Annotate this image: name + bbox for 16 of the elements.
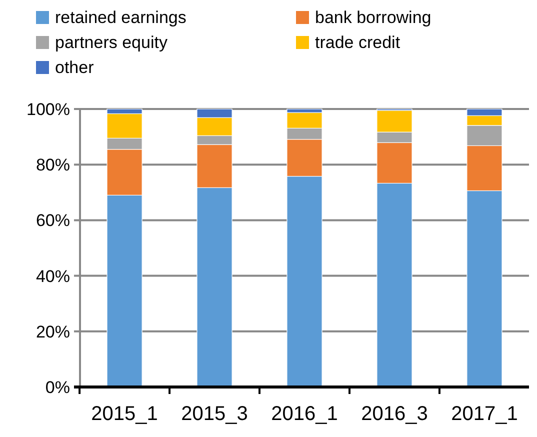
x-tick-label: 2015_3 [181,403,248,425]
legend-label: trade credit [315,33,400,52]
x-tick-label: 2017_1 [451,403,518,425]
y-tick-label: 60% [36,211,70,230]
y-tick-label: 80% [36,156,70,175]
legend-label: retained earnings [55,8,186,27]
legend-label: other [55,58,94,77]
y-tick-label: 20% [36,322,70,342]
x-tick-label: 2015_1 [91,403,158,425]
legend-label: bank borrowing [315,8,432,27]
x-tick-label: 2016_1 [271,403,338,425]
legend-label: partners equity [55,33,168,52]
y-tick-label: 0% [45,378,70,397]
y-tick-label: 100% [26,100,70,119]
y-tick-label: 40% [36,266,70,286]
x-tick-label: 2016_3 [361,403,428,425]
